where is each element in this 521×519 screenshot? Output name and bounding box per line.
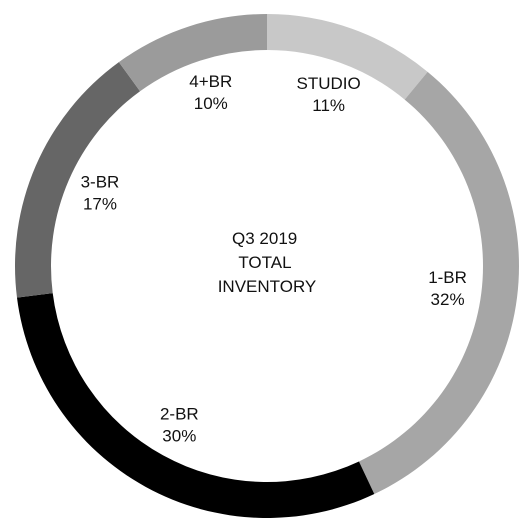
slice-category-label: STUDIO [297, 74, 361, 93]
slice-category-label: 4+BR [189, 72, 232, 91]
slice-label-studio: STUDIO 11% [297, 74, 361, 115]
slice-value-label: 17% [83, 195, 117, 214]
slice-category-label: 2-BR [160, 404, 199, 423]
donut-slices [15, 14, 520, 518]
slice-labels: STUDIO 11% 1-BR 32% 2-BR 30% 3-BR 17% 4+BR 10% [81, 72, 467, 446]
slice-3-br [15, 62, 141, 298]
slice-1-br [358, 71, 520, 495]
slice-value-label: 30% [162, 426, 196, 445]
slice-value-label: 11% [312, 96, 345, 115]
slice-2-br [16, 293, 375, 518]
slice-category-label: 3-BR [81, 173, 120, 192]
slice-label-3-br: 3-BR 17% [81, 173, 120, 214]
slice-label-4-br: 4+BR 10% [189, 72, 232, 113]
slice-label-1-br: 1-BR 32% [428, 268, 467, 309]
center-label: Q3 2019 TOTAL INVENTORY [218, 229, 317, 296]
slice-value-label: 32% [431, 290, 465, 309]
slice-category-label: 1-BR [428, 268, 467, 287]
slice-value-label: 10% [194, 94, 228, 113]
center-label-line-3: INVENTORY [218, 277, 317, 296]
slice-label-2-br: 2-BR 30% [160, 404, 199, 445]
slice-studio [267, 14, 428, 100]
center-label-line-1: Q3 2019 [232, 229, 297, 248]
center-label-line-2: TOTAL [238, 253, 291, 272]
slice-4-br [118, 14, 267, 92]
